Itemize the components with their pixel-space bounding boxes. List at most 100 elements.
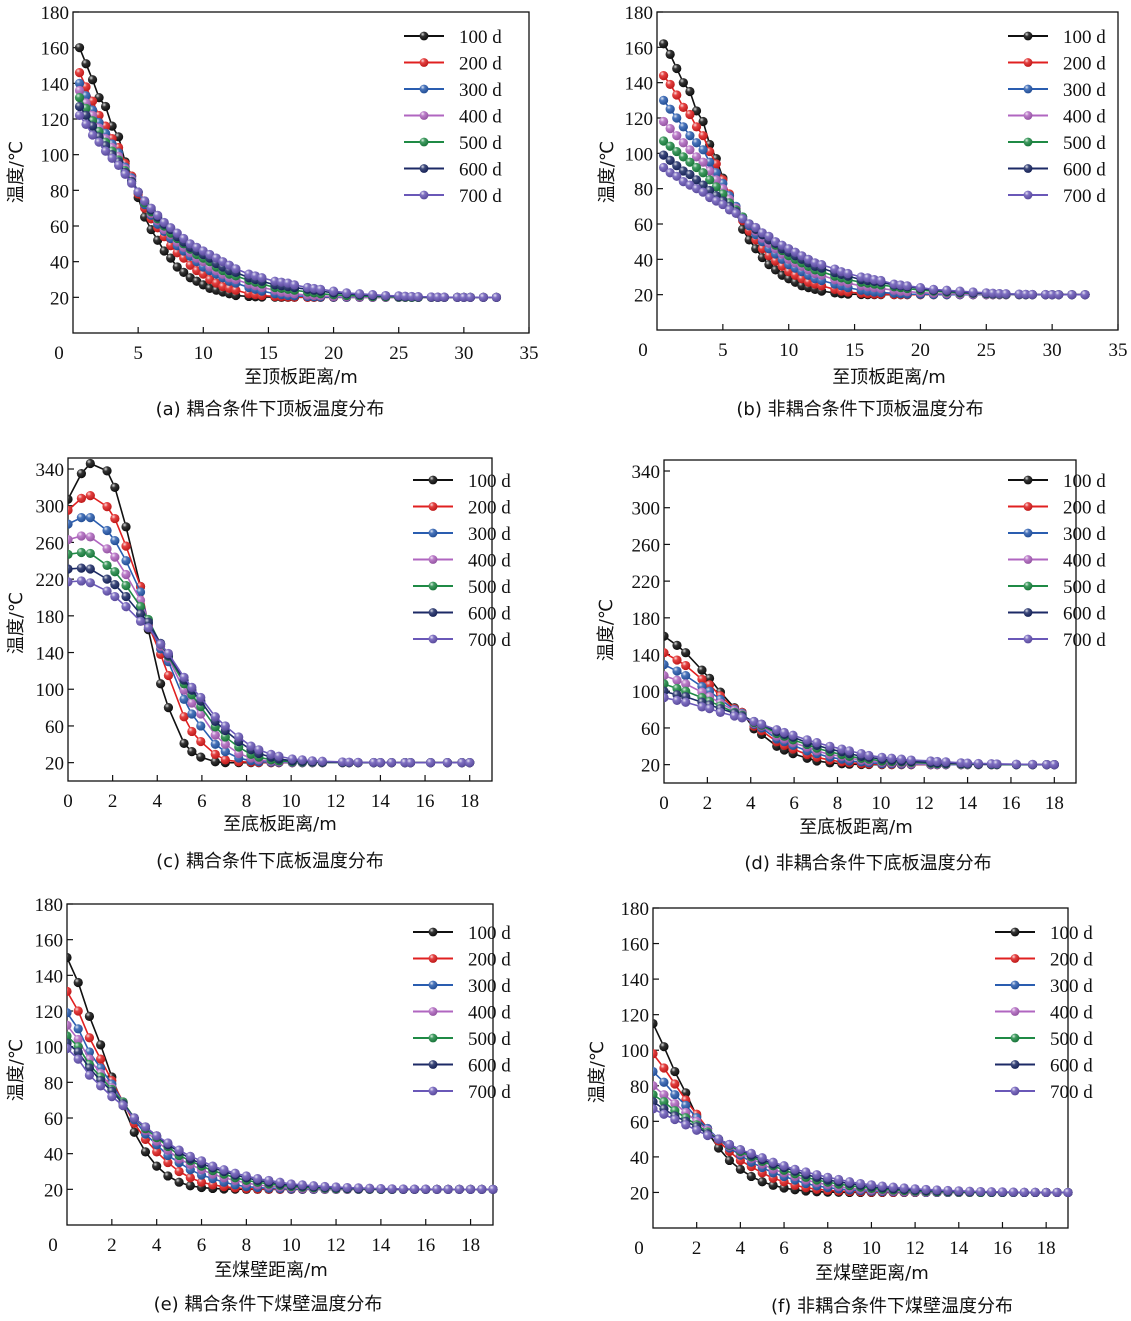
legend-marker-highlight <box>1023 137 1033 147</box>
data-point-highlight <box>691 122 702 132</box>
x-tick-label: 8 <box>833 793 843 814</box>
x-tick-label: 16 <box>416 791 435 812</box>
legend-marker-highlight <box>428 608 438 617</box>
data-point-highlight <box>73 1034 83 1045</box>
x-tick-label: 0 <box>634 1238 644 1259</box>
x-axis-label: 至底板距离/m <box>799 817 913 838</box>
data-point-highlight <box>678 78 688 88</box>
data-point-highlight <box>121 541 131 551</box>
series-line <box>67 1024 493 1191</box>
data-point-highlight <box>956 758 966 768</box>
data-point-highlight <box>772 725 782 735</box>
legend-label: 200 d <box>1063 498 1106 519</box>
legend-marker-highlight <box>428 502 438 511</box>
series-500d <box>658 136 1090 300</box>
series-500d <box>67 1031 498 1194</box>
data-point-highlight <box>187 726 197 737</box>
legend-marker-highlight <box>1010 1007 1020 1016</box>
series-700d <box>74 110 502 302</box>
legend-marker-highlight <box>428 475 438 485</box>
data-point-highlight <box>96 1054 106 1064</box>
data-point-highlight <box>297 1180 308 1190</box>
legend-label: 100 d <box>459 27 502 48</box>
x-tick-label: 2 <box>108 791 118 812</box>
y-tick-label: 80 <box>630 1077 649 1098</box>
legend-marker-highlight <box>428 528 438 538</box>
legend-item: 400 d <box>404 107 502 128</box>
data-point-highlight <box>705 175 715 185</box>
legend-marker-highlight <box>1023 502 1033 511</box>
panel-e: 0 2 4 6 8 10 12 14 16 18 20 40 60 80 100 120 140 160 180 10… <box>6 895 511 1315</box>
data-point-highlight <box>718 199 728 210</box>
data-point-highlight <box>110 567 120 577</box>
data-point-highlight <box>896 754 907 764</box>
data-point-highlight <box>140 1122 151 1132</box>
data-point-highlight <box>729 711 740 721</box>
legend-label: 700 d <box>1050 1082 1093 1103</box>
data-point-highlight <box>73 1006 83 1016</box>
data-point-highlight <box>264 1175 274 1186</box>
data-point-highlight <box>152 1131 162 1141</box>
data-point-highlight <box>670 1090 680 1100</box>
data-point-highlight <box>685 157 695 167</box>
data-point-highlight <box>68 505 73 515</box>
data-point-highlight <box>220 755 230 765</box>
data-point-highlight <box>906 755 916 765</box>
data-point-highlight <box>196 709 206 719</box>
data-point-highlight <box>672 171 682 181</box>
data-point-highlight <box>187 709 197 719</box>
panel-caption: (f) 非耦合条件下煤壁温度分布 <box>771 1296 1013 1317</box>
data-point-highlight <box>67 986 72 996</box>
x-tick-label: 25 <box>389 343 408 364</box>
data-point-highlight <box>274 751 284 761</box>
data-point-highlight <box>685 86 695 97</box>
legend-marker-highlight <box>428 927 438 937</box>
data-point-highlight <box>73 1054 83 1064</box>
x-tick-label: 12 <box>327 1235 346 1256</box>
data-point-highlight <box>1014 289 1024 299</box>
data-point-highlight <box>174 1145 184 1155</box>
data-point-highlight <box>779 1161 789 1171</box>
data-point-highlight <box>289 280 300 290</box>
data-point-highlight <box>110 513 120 524</box>
series-line <box>78 47 497 299</box>
data-point-highlight <box>179 233 189 244</box>
data-point-highlight <box>426 292 436 302</box>
data-point-highlight <box>196 1177 207 1187</box>
y-tick-label: 180 <box>41 3 70 24</box>
y-tick-label: 100 <box>621 1041 650 1062</box>
data-point-highlight <box>932 1185 942 1195</box>
data-point-highlight <box>705 157 715 167</box>
data-point-highlight <box>698 168 708 178</box>
legend-label: 500 d <box>459 133 502 154</box>
data-point-highlight <box>659 1109 669 1119</box>
data-point-highlight <box>685 131 695 141</box>
data-point-highlight <box>658 39 669 49</box>
data-point-highlight <box>73 1024 83 1034</box>
legend-marker-highlight <box>1010 954 1020 963</box>
legend-item: 200 d <box>404 54 502 75</box>
data-point-highlight <box>866 1180 877 1190</box>
legend-item: 100 d <box>1008 27 1106 48</box>
data-point-highlight <box>68 564 73 574</box>
data-point-highlight <box>320 1181 330 1192</box>
data-point-highlight <box>735 1164 745 1174</box>
legend: 100 d 200 d 300 d 400 d 500 d 600 d 700 d <box>413 923 511 1103</box>
data-point-highlight <box>737 713 747 723</box>
y-tick-label: 300 <box>632 499 661 520</box>
legend-marker-highlight <box>1023 84 1033 94</box>
data-point-highlight <box>744 235 754 245</box>
data-point-highlight <box>102 586 112 596</box>
plot-area: 0 5 10 15 20 25 30 35 20 40 60 80 100 120 140 160 180 100… <box>41 3 539 364</box>
data-point-highlight <box>1049 760 1059 770</box>
y-tick-label: 80 <box>634 180 653 201</box>
data-point-highlight <box>179 694 189 704</box>
data-point-highlight <box>135 609 146 619</box>
data-point-highlight <box>187 747 197 757</box>
x-tick-label: 4 <box>153 791 163 812</box>
series-layer <box>74 43 502 302</box>
data-point-highlight <box>76 576 86 586</box>
data-point-highlight <box>915 283 926 293</box>
legend-label: 200 d <box>468 498 511 519</box>
data-point-highlight <box>121 602 131 612</box>
